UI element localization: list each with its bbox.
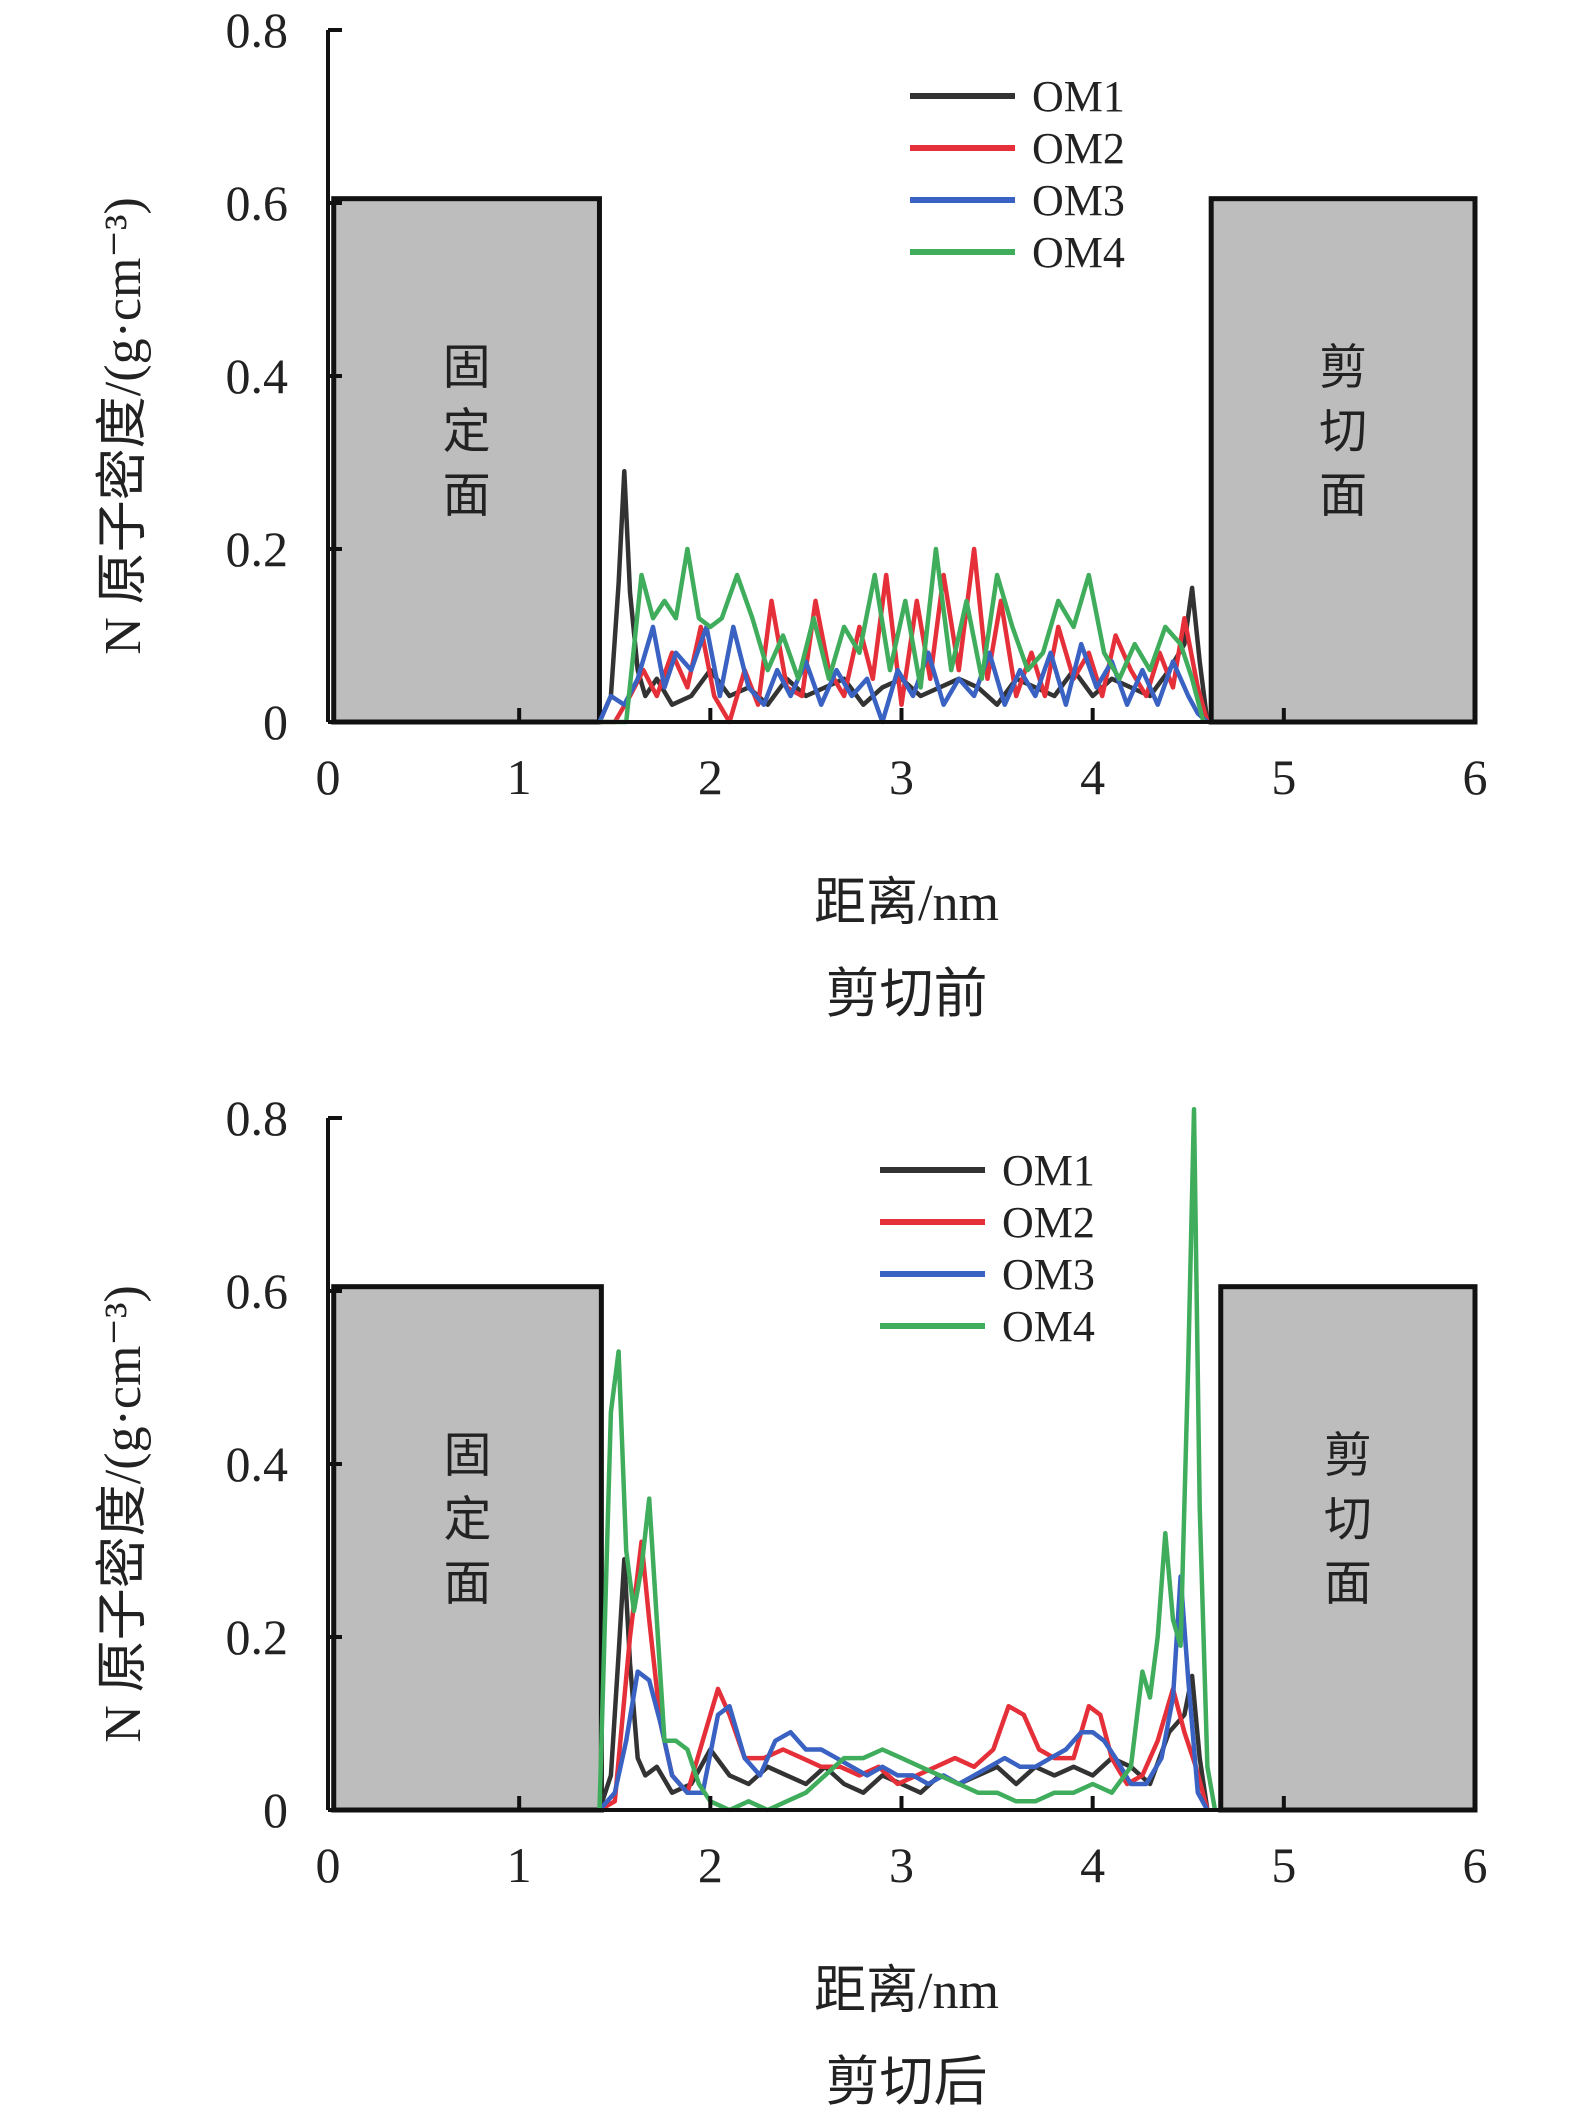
x-axis-title-after: 距离/nm [814, 1963, 999, 2020]
x-tick-label: 2 [698, 1837, 723, 1893]
y-axis-title-before: N 原子密度/(g·cm⁻³) [95, 197, 152, 655]
region-label-char: 面 [1319, 469, 1367, 522]
series-line-om1 [597, 468, 1210, 723]
series-line-om2 [598, 1539, 1210, 1812]
y-tick-label: 0.4 [226, 348, 289, 404]
y-ticks-after: 0 0.2 0.4 0.6 0.8 [226, 1090, 342, 1838]
x-tick-label: 5 [1271, 749, 1296, 805]
y-tick-label: 0.8 [226, 2, 289, 58]
x-tick-label: 4 [1080, 1837, 1105, 1893]
region-label-char: 定 [444, 1493, 492, 1546]
legend-label-om1: OM1 [1002, 1146, 1095, 1195]
x-tick-label: 4 [1080, 749, 1105, 805]
x-tick-label: 3 [889, 749, 914, 805]
region-box-shear [1218, 1284, 1478, 1813]
series-lines-before [597, 468, 1210, 725]
region-label-char: 面 [1324, 1557, 1372, 1610]
x-tick-label: 6 [1463, 749, 1488, 805]
region-box-fixed [331, 196, 602, 725]
region-label-char: 面 [443, 469, 491, 522]
x-tick-label: 5 [1271, 1837, 1296, 1893]
region-label-char: 剪 [1319, 341, 1367, 394]
x-tick-label: 0 [316, 749, 341, 805]
y-tick-label: 0.6 [226, 1263, 289, 1319]
y-axis-title-after: N 原子密度/(g·cm⁻³) [95, 1285, 152, 1743]
series-lines-after [597, 1107, 1218, 1813]
y-tick-label: 0.2 [226, 521, 289, 577]
region-label-char: 定 [443, 405, 491, 458]
region-label-char: 剪 [1324, 1429, 1372, 1482]
y-ticks-before: 0 0.2 0.4 0.6 0.8 [226, 2, 342, 750]
x-tick-label: 0 [316, 1837, 341, 1893]
chart-caption-before: 剪切前 [826, 964, 988, 1024]
series-line-om4 [599, 546, 1206, 725]
legend-label-om3: OM3 [1032, 176, 1125, 225]
x-ticks-before: 0 1 2 3 4 5 6 [316, 708, 1488, 805]
x-tick-label: 6 [1463, 1837, 1488, 1893]
legend-label-om4: OM4 [1032, 228, 1125, 277]
region-label-char: 切 [1319, 405, 1367, 458]
legend-label-om2: OM2 [1002, 1198, 1095, 1247]
legend-label-om4: OM4 [1002, 1302, 1095, 1351]
legend-label-om1: OM1 [1032, 72, 1125, 121]
y-tick-label: 0.6 [226, 175, 289, 231]
chart-caption-after: 剪切后 [826, 2052, 988, 2112]
y-tick-label: 0.8 [226, 1090, 289, 1146]
region-box-shear [1208, 196, 1478, 725]
x-tick-label: 1 [507, 749, 532, 805]
y-tick-label: 0.2 [226, 1609, 289, 1665]
y-tick-label: 0 [263, 694, 288, 750]
x-tick-label: 3 [889, 1837, 914, 1893]
series-line-om4 [597, 1107, 1218, 1813]
x-tick-label: 1 [507, 1837, 532, 1893]
legend-label-om2: OM2 [1032, 124, 1125, 173]
series-line-om1 [597, 1556, 1210, 1811]
region-label-char: 固 [443, 341, 491, 394]
x-ticks-after: 0 1 2 3 4 5 6 [316, 1796, 1488, 1893]
x-tick-label: 2 [698, 749, 723, 805]
region-label-char: 切 [1324, 1493, 1372, 1546]
y-tick-label: 0.4 [226, 1436, 289, 1492]
region-box-fixed [331, 1284, 604, 1813]
x-axis-title-before: 距离/nm [814, 875, 999, 932]
region-label-char: 面 [444, 1557, 492, 1610]
y-tick-label: 0 [263, 1782, 288, 1838]
region-label-char: 固 [444, 1429, 492, 1482]
legend-label-om3: OM3 [1002, 1250, 1095, 1299]
